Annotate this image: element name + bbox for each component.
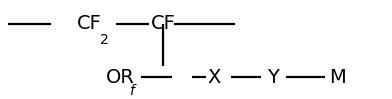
Text: OR: OR bbox=[106, 68, 135, 87]
Text: CF: CF bbox=[151, 14, 176, 33]
Text: CF: CF bbox=[76, 14, 101, 33]
Text: X: X bbox=[208, 68, 221, 87]
Text: f: f bbox=[129, 84, 134, 98]
Text: 2: 2 bbox=[100, 33, 109, 47]
Text: M: M bbox=[329, 68, 346, 87]
Text: Y: Y bbox=[267, 68, 278, 87]
